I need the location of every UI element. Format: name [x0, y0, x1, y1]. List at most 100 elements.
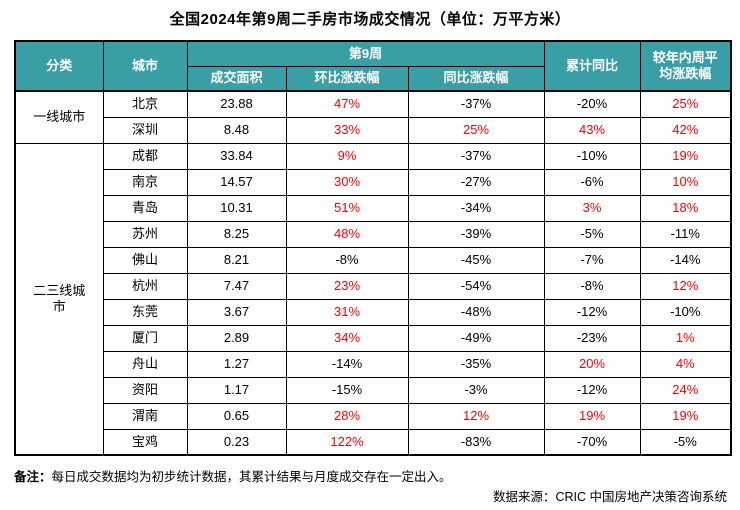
city-cell: 成都 [102, 142, 188, 170]
value-cell: -54% [407, 272, 545, 300]
table-row: 厦门 2.89 34% -49% -23% 1% [15, 324, 732, 352]
value-cell: -49% [407, 324, 545, 352]
table-row: 一线城市 北京 23.88 47% -37% -20% 25% [14, 90, 732, 144]
value-cell: 0.23 [186, 428, 287, 456]
value-cell: -3% [407, 376, 545, 404]
value-cell: 8.25 [186, 220, 287, 248]
value-cell: 9% [285, 142, 409, 170]
table-row: 深圳 8.48 33% 25% 43% 42% [15, 116, 732, 144]
header-wow-change: 环比涨跌幅 [285, 65, 409, 92]
city-cell: 南京 [102, 168, 188, 196]
table-row: 东莞 3.67 31% -48% -12% -10% [15, 298, 732, 326]
table-row: 青岛 10.31 51% -34% 3% 18% [15, 194, 732, 222]
value-cell: -12% [543, 298, 641, 326]
city-cell: 宝鸡 [102, 428, 188, 456]
value-cell: -5% [543, 220, 641, 248]
value-cell: 1.17 [186, 376, 287, 404]
value-cell: -11% [639, 220, 732, 248]
value-cell: 12% [639, 272, 732, 300]
footnote-text: 每日成交数据均为初步统计数据，其累计结果与月度成交存在一定出入。 [51, 470, 452, 484]
city-cell: 苏州 [102, 220, 188, 248]
value-cell: -37% [407, 142, 545, 170]
value-cell: -7% [543, 246, 641, 274]
city-cell: 东莞 [102, 298, 188, 326]
value-cell: 42% [639, 116, 732, 144]
value-cell: 10.31 [186, 194, 287, 222]
city-cell: 厦门 [102, 324, 188, 352]
value-cell: 24% [639, 376, 732, 404]
category-cell: 二三线城 市 [14, 142, 104, 456]
value-cell: 25% [639, 90, 732, 118]
value-cell: -20% [543, 90, 641, 118]
table-row: 杭州 7.47 23% -54% -8% 12% [15, 272, 732, 300]
value-cell: 33.84 [186, 142, 287, 170]
value-cell: -8% [285, 246, 409, 274]
value-cell: -27% [407, 168, 545, 196]
value-cell: -23% [543, 324, 641, 352]
value-cell: 19% [639, 142, 732, 170]
value-cell: 18% [639, 194, 732, 222]
value-cell: -37% [407, 90, 545, 118]
table-row: 资阳 1.17 -15% -3% -12% 24% [15, 376, 732, 404]
city-cell: 舟山 [102, 350, 188, 378]
header-cumulative-yoy: 累计同比 [543, 40, 641, 92]
header-row-2: 成交面积 环比涨跌幅 同比涨跌幅 [15, 65, 731, 92]
value-cell: -10% [543, 142, 641, 170]
value-cell: 14.57 [186, 168, 287, 196]
header-week-group: 第9周 [186, 40, 545, 67]
category-cell: 一线城市 [14, 90, 104, 144]
table-row: 渭南 0.65 28% 12% 19% 19% [15, 402, 732, 430]
value-cell: 1% [639, 324, 732, 352]
value-cell: 3% [543, 194, 641, 222]
city-cell: 北京 [102, 90, 188, 118]
city-cell: 杭州 [102, 272, 188, 300]
table-header: 分类 城市 第9周 累计同比 较年内周平 均涨跌幅 成交面积 环比涨跌幅 同比涨… [14, 40, 732, 92]
value-cell: 4% [639, 350, 732, 378]
value-cell: 23% [285, 272, 409, 300]
city-cell: 渭南 [102, 402, 188, 430]
value-cell: 19% [543, 402, 641, 430]
value-cell: 7.47 [186, 272, 287, 300]
value-cell: 43% [543, 116, 641, 144]
value-cell: 25% [407, 116, 545, 144]
value-cell: -12% [543, 376, 641, 404]
footnote-label: 备注： [14, 470, 52, 484]
value-cell: 48% [285, 220, 409, 248]
header-city: 城市 [102, 40, 188, 92]
value-cell: -6% [543, 168, 641, 196]
city-cell: 佛山 [102, 246, 188, 274]
value-cell: 33% [285, 116, 409, 144]
value-cell: 51% [285, 194, 409, 222]
value-cell: 34% [285, 324, 409, 352]
value-cell: -8% [543, 272, 641, 300]
value-cell: 31% [285, 298, 409, 326]
value-cell: 20% [543, 350, 641, 378]
header-vs-weekly-avg: 较年内周平 均涨跌幅 [639, 40, 732, 92]
table-row: 苏州 8.25 48% -39% -5% -11% [15, 220, 732, 248]
header-category: 分类 [14, 40, 104, 92]
value-cell: 12% [407, 402, 545, 430]
data-source: 数据来源：CRIC 中国房地产决策咨询系统 [492, 490, 727, 504]
value-cell: 122% [285, 428, 409, 456]
city-cell: 资阳 [102, 376, 188, 404]
value-cell: 19% [639, 402, 732, 430]
value-cell: 3.67 [186, 298, 287, 326]
value-cell: 10% [639, 168, 732, 196]
value-cell: 47% [285, 90, 409, 118]
value-cell: 1.27 [186, 350, 287, 378]
value-cell: 2.89 [186, 324, 287, 352]
value-cell: -15% [285, 376, 409, 404]
value-cell: -10% [639, 298, 732, 326]
value-cell: -45% [407, 246, 545, 274]
value-cell: -5% [639, 428, 732, 456]
value-cell: -34% [407, 194, 545, 222]
header-yoy-change: 同比涨跌幅 [407, 65, 545, 92]
table-row: 二三线城 市成都 33.84 9% -37% -10% 19% [14, 142, 732, 456]
table-row: 舟山 1.27 -14% -35% 20% 4% [15, 350, 732, 378]
value-cell: 8.21 [186, 246, 287, 274]
footnote: 备注：每日成交数据均为初步统计数据，其累计结果与月度成交存在一定出入。 [14, 466, 452, 485]
table-row: 佛山 8.21 -8% -45% -7% -14% [15, 246, 732, 274]
table-row: 南京 14.57 30% -27% -6% 10% [15, 168, 732, 196]
city-cell: 深圳 [102, 116, 188, 144]
header-transaction-area: 成交面积 [186, 65, 287, 92]
